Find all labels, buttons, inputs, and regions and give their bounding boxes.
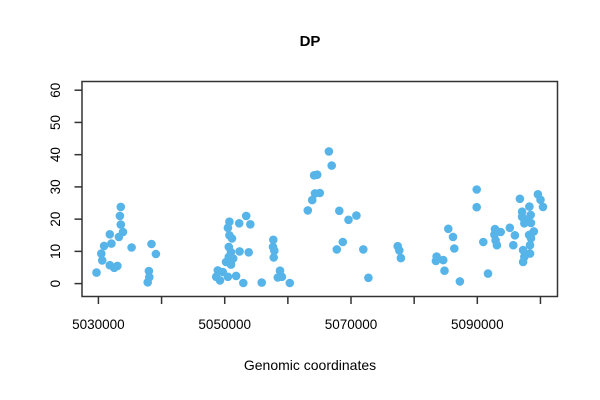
data-point <box>113 261 122 271</box>
data-point <box>226 260 236 269</box>
data-point <box>444 224 453 234</box>
data-point <box>509 240 518 250</box>
data-point <box>115 211 125 221</box>
data-point <box>270 246 279 255</box>
data-point <box>332 245 342 254</box>
data-point <box>335 206 344 216</box>
data-point <box>244 248 253 257</box>
data-point <box>327 161 337 170</box>
y-tick-label: 10 <box>48 244 63 259</box>
data-point <box>151 249 161 259</box>
data-point <box>448 232 458 242</box>
data-point <box>97 256 107 265</box>
data-point <box>107 239 116 248</box>
data-point <box>538 202 548 212</box>
data-point <box>303 206 313 215</box>
data-point <box>223 223 233 233</box>
data-point <box>114 232 124 242</box>
data-point <box>227 234 237 243</box>
data-point <box>395 246 404 255</box>
data-point <box>525 202 534 211</box>
data-point <box>518 245 528 255</box>
data-point <box>344 215 353 225</box>
data-point <box>364 273 373 283</box>
data-point <box>525 240 535 250</box>
data-point <box>352 211 361 220</box>
data-point <box>450 244 459 253</box>
data-point <box>97 249 106 258</box>
data-point <box>515 194 525 204</box>
data-point <box>223 272 233 282</box>
data-point <box>143 278 152 287</box>
data-point <box>338 237 348 247</box>
data-point <box>312 170 322 179</box>
data-point <box>536 195 545 205</box>
data-point <box>99 241 109 251</box>
data-point <box>510 231 520 240</box>
y-tick-label: 50 <box>48 115 63 130</box>
x-tick-label: 5030000 <box>72 317 125 332</box>
data-point <box>483 269 493 278</box>
data-point <box>440 266 449 276</box>
y-tick-label: 30 <box>48 179 63 194</box>
data-point <box>520 219 529 228</box>
y-tick-label: 40 <box>48 147 63 162</box>
data-point <box>105 230 115 239</box>
data-point <box>127 243 136 252</box>
data-point <box>116 220 126 229</box>
data-point <box>455 277 465 286</box>
data-point <box>396 253 406 263</box>
x-axis-label: Genomic coordinates <box>243 357 377 373</box>
data-point <box>431 256 441 266</box>
data-point <box>235 247 244 256</box>
data-point <box>241 211 251 221</box>
data-point <box>92 268 101 277</box>
data-point <box>529 227 539 236</box>
x-tick-label: 5090000 <box>451 317 504 332</box>
data-point <box>438 255 448 265</box>
y-tick-label: 0 <box>48 280 63 288</box>
data-point <box>505 223 515 233</box>
data-point <box>269 235 278 245</box>
y-tick-label: 20 <box>48 212 63 227</box>
data-point <box>246 220 255 229</box>
data-point <box>472 185 482 194</box>
x-tick-label: 5070000 <box>325 317 378 332</box>
plot-box <box>81 80 559 298</box>
y-tick-label: 60 <box>48 83 63 98</box>
data-point <box>359 245 368 254</box>
x-tick-label: 5050000 <box>198 317 251 332</box>
data-point <box>472 202 482 212</box>
data-point <box>144 266 154 276</box>
plot-title: DP <box>299 33 321 50</box>
data-point <box>257 278 267 287</box>
data-point <box>479 237 488 247</box>
data-point <box>277 272 287 282</box>
data-point <box>518 257 528 267</box>
data-point <box>526 233 536 243</box>
data-point <box>269 253 279 262</box>
data-point <box>492 240 502 250</box>
data-point <box>215 276 225 285</box>
data-point <box>147 239 156 249</box>
data-point <box>234 219 244 228</box>
data-point <box>324 147 334 156</box>
data-point <box>307 195 317 205</box>
data-point <box>116 202 126 212</box>
data-point <box>285 278 295 288</box>
data-point <box>526 218 536 228</box>
data-point <box>231 271 241 281</box>
data-point <box>526 210 535 220</box>
data-point <box>315 188 325 198</box>
data-point <box>525 249 535 258</box>
data-point <box>239 278 248 288</box>
